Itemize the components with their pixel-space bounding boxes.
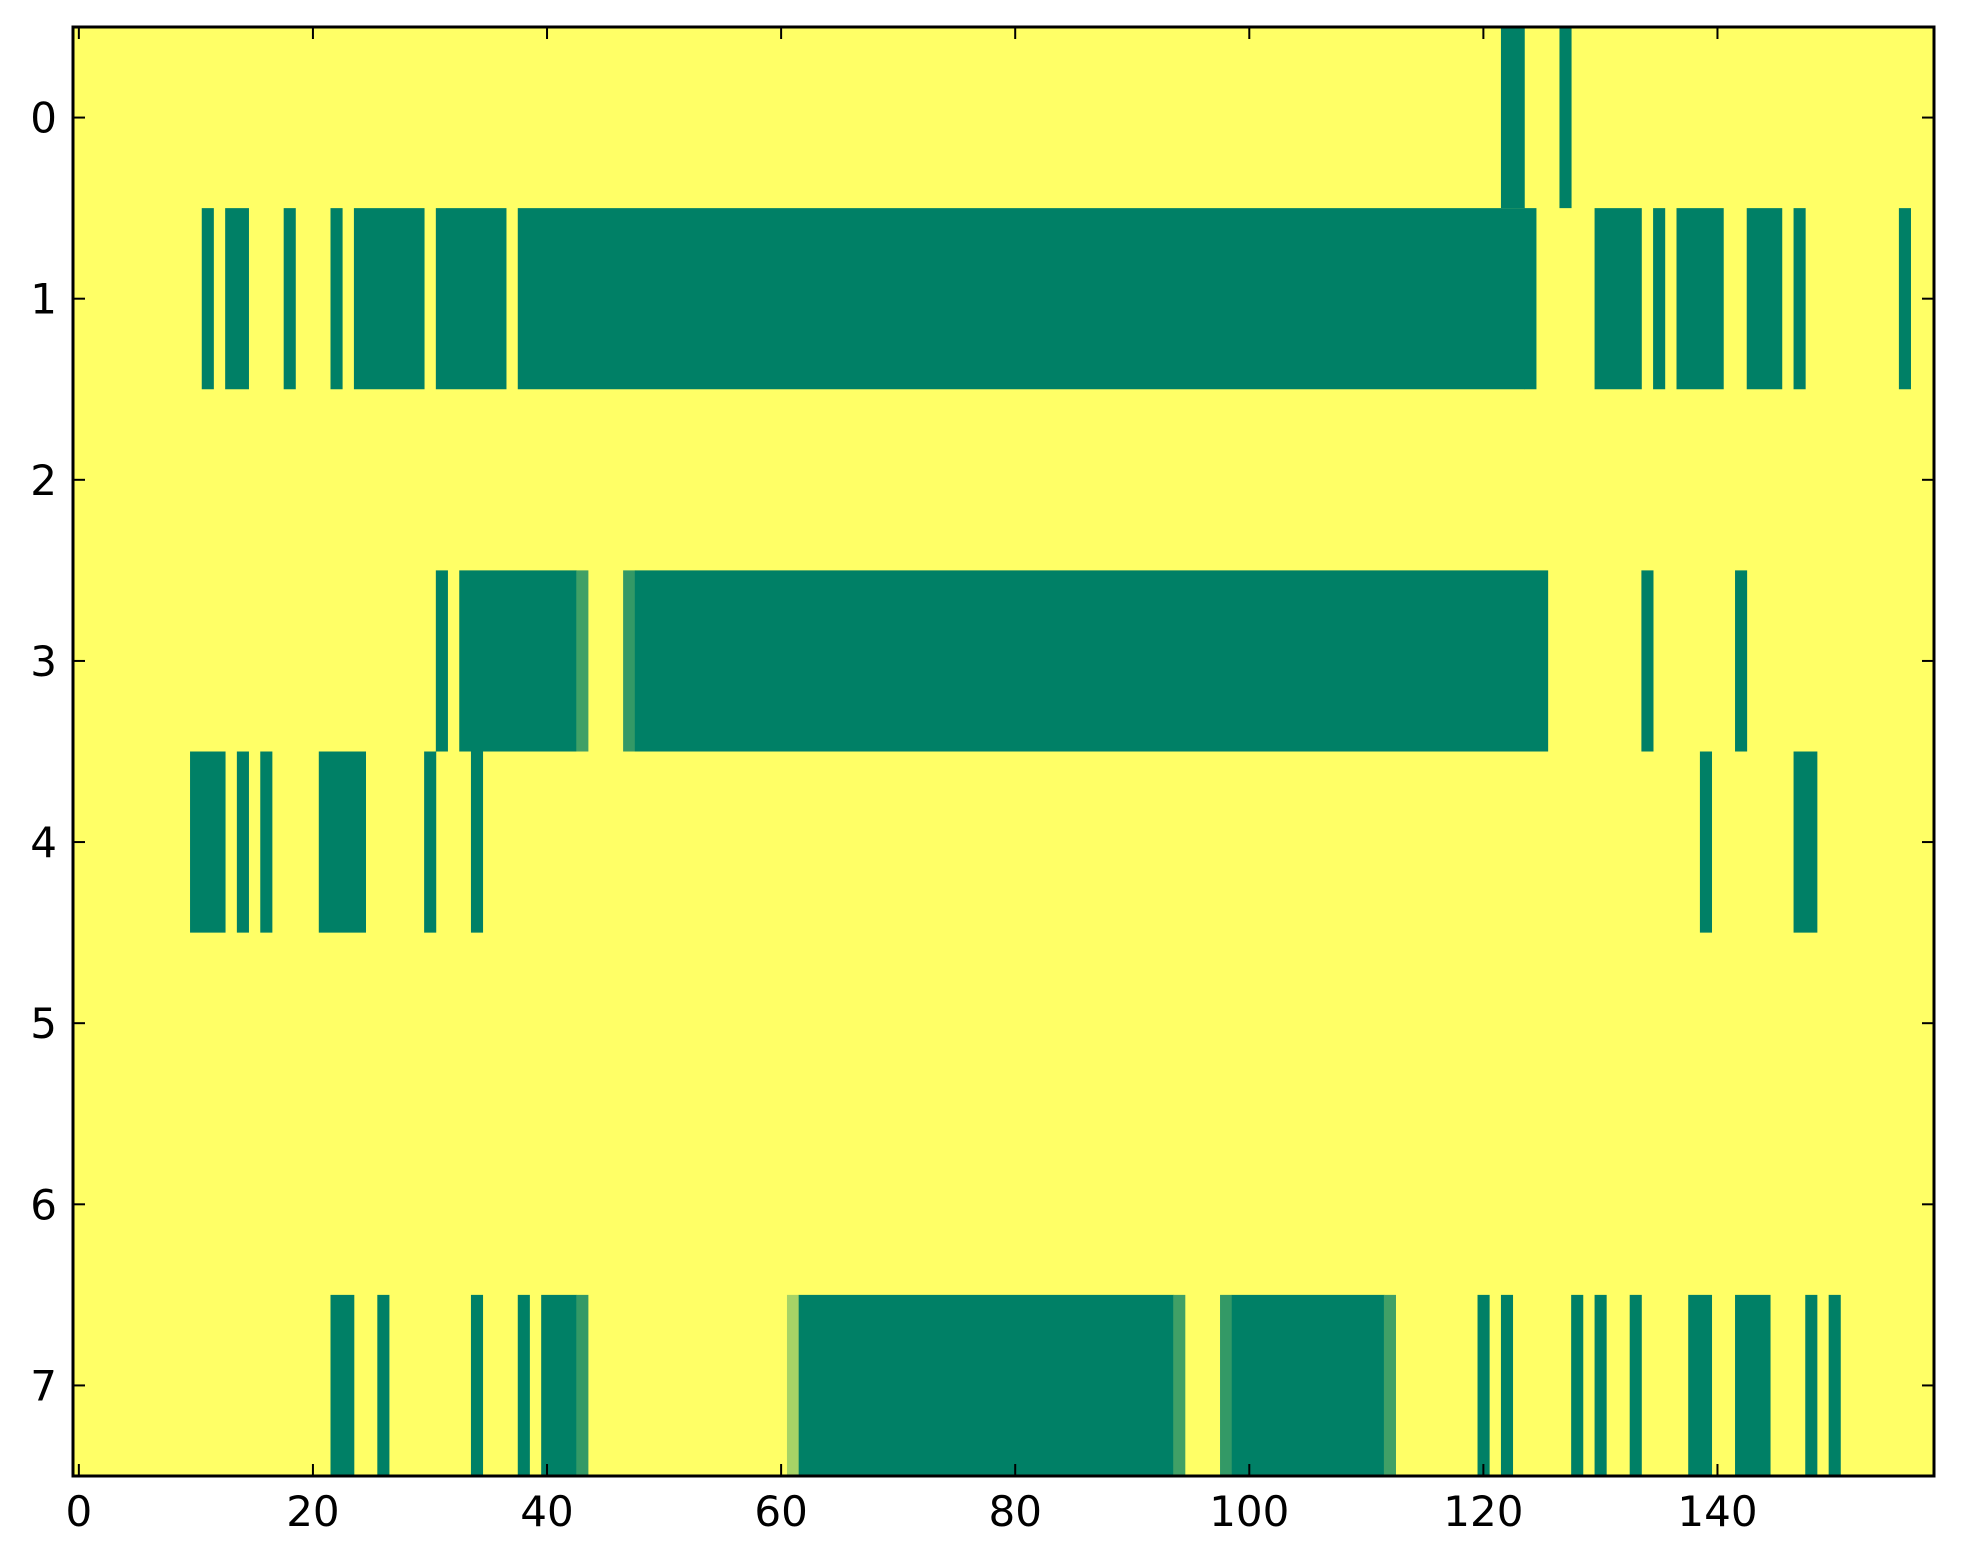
x-tick-label: 140 (1677, 1487, 1757, 1536)
heatmap-cell-row-4 (318, 751, 367, 933)
x-tick-label: 20 (286, 1487, 339, 1536)
y-tick-label: 7 (30, 1361, 57, 1410)
y-axis: 0 1 2 3 4 5 6 7 (30, 94, 1934, 1410)
heatmap-cell-row-1 (283, 208, 296, 390)
x-tick-label: 60 (754, 1487, 807, 1536)
heatmap-cell-row-1 (1594, 208, 1642, 390)
heatmap-cell-row-7 (786, 1294, 800, 1477)
x-axis: 0 20 40 60 80 100 120 140 (65, 27, 1758, 1536)
x-tick-label: 100 (1209, 1487, 1289, 1536)
heatmap-cell-row-4 (1699, 751, 1713, 933)
y-tick-label: 3 (30, 637, 57, 686)
heatmap-cell-row-3 (576, 570, 589, 752)
x-tick-label: 0 (65, 1487, 92, 1536)
heatmap-cell-row-1 (1653, 208, 1666, 390)
y-tick-label: 0 (30, 94, 57, 143)
heatmap-cell-row-7 (1828, 1294, 1841, 1477)
heatmap-cell-row-3 (623, 570, 636, 752)
x-tick-label: 120 (1443, 1487, 1523, 1536)
heatmap-cell-row-7 (470, 1294, 484, 1477)
heatmap-cell-row-0 (1559, 27, 1572, 209)
heatmap-cell-row-7 (1629, 1294, 1642, 1477)
heatmap-cell-row-1 (330, 208, 343, 390)
x-tick-label: 80 (988, 1487, 1041, 1536)
heatmap-cells (190, 27, 1911, 1477)
heatmap-cell-row-4 (470, 751, 484, 933)
heatmap-cell-row-1 (1524, 208, 1537, 390)
heatmap-cell-row-7 (541, 1294, 577, 1477)
x-tick-label: 40 (520, 1487, 573, 1536)
heatmap-cell-row-1 (1898, 208, 1911, 390)
heatmap-cell-row-3 (634, 570, 1549, 752)
heatmap-cell-row-3 (1641, 570, 1654, 752)
heatmap-cell-row-1 (435, 208, 507, 390)
heatmap-cell-row-3 (459, 570, 577, 752)
heatmap-cell-row-7 (1571, 1294, 1584, 1477)
heatmap-cell-row-4 (260, 751, 273, 933)
heatmap-cell-row-1 (1746, 208, 1783, 390)
heatmap-cell-row-1 (225, 208, 249, 390)
heatmap-cell-row-4 (236, 751, 249, 933)
heatmap-cell-row-7 (1500, 1294, 1514, 1477)
heatmap-cell-row-7 (1688, 1294, 1713, 1477)
heatmap-cell-row-7 (1173, 1294, 1186, 1477)
heatmap-cell-row-7 (1805, 1294, 1818, 1477)
heatmap-cell-row-4 (190, 751, 226, 933)
plot-frame (71, 25, 1936, 1478)
heatmap-cell-row-1 (517, 208, 1525, 390)
heatmap-cell-row-7 (1594, 1294, 1607, 1477)
heatmap-cell-row-3 (435, 570, 448, 752)
y-tick-label: 4 (30, 818, 57, 867)
heatmap-cell-row-4 (424, 751, 437, 933)
heatmap-cell-row-1 (1793, 208, 1806, 390)
heatmap-cell-row-7 (1220, 1294, 1233, 1477)
heatmap-cell-row-7 (330, 1294, 355, 1477)
y-tick-label: 2 (30, 456, 57, 505)
heatmap-cell-row-1 (353, 208, 425, 390)
heatmap-cell-row-4 (1793, 751, 1818, 933)
heatmap-cell-row-3 (1735, 570, 1748, 752)
heatmap-cell-row-7 (377, 1294, 390, 1477)
heatmap-cell-row-7 (1383, 1294, 1396, 1477)
heatmap-cell-row-7 (798, 1294, 1174, 1477)
heatmap-cell-row-7 (1231, 1294, 1385, 1477)
heatmap-cell-row-7 (517, 1294, 530, 1477)
y-tick-label: 6 (30, 1180, 57, 1229)
heatmap-cell-row-0 (1500, 27, 1525, 209)
y-tick-label: 1 (30, 275, 57, 324)
heatmap-cell-row-1 (1676, 208, 1724, 390)
heatmap-cell-row-1 (201, 208, 214, 390)
heatmap-cell-row-7 (1477, 1294, 1490, 1477)
heatmap-cell-row-7 (1735, 1294, 1771, 1477)
y-tick-label: 5 (30, 999, 57, 1048)
heatmap-cell-row-7 (576, 1294, 589, 1477)
